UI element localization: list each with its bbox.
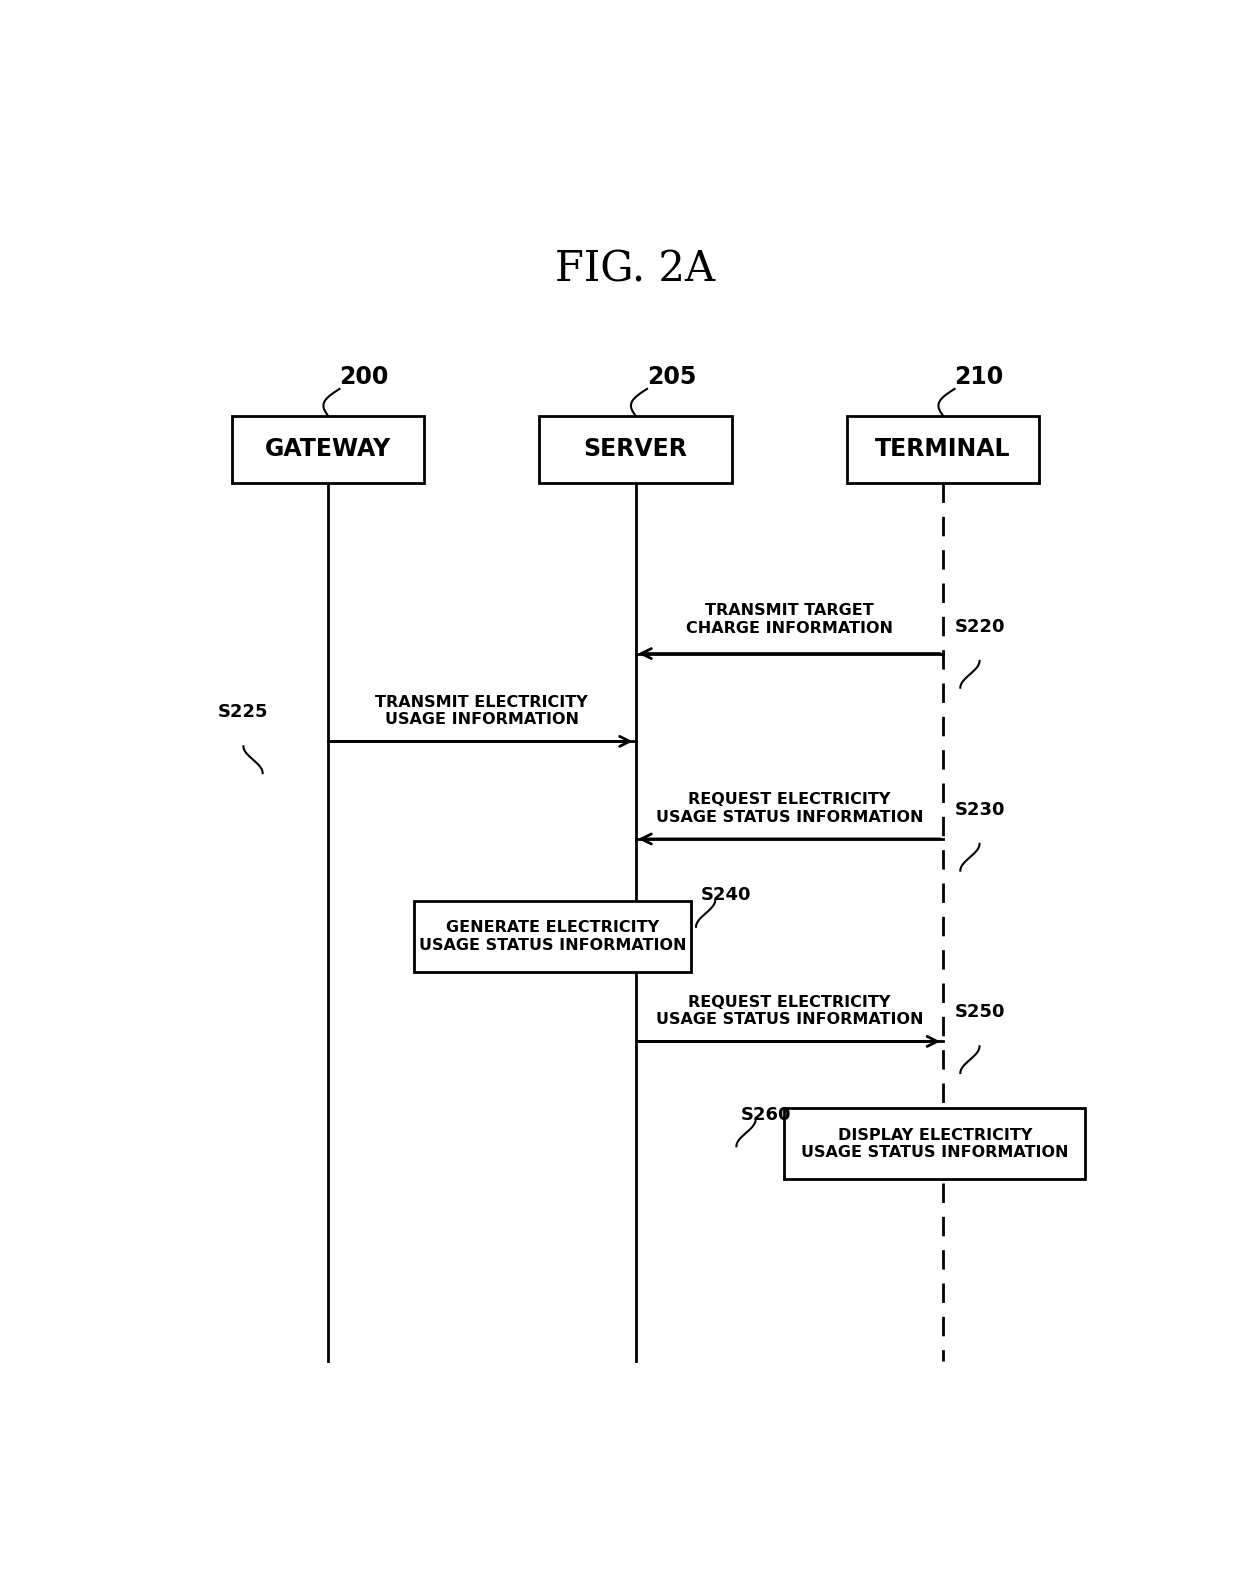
Text: FIG. 2A: FIG. 2A <box>556 249 715 290</box>
Bar <box>414 901 691 973</box>
Text: 200: 200 <box>340 364 389 390</box>
Text: REQUEST ELECTRICITY
USAGE STATUS INFORMATION: REQUEST ELECTRICITY USAGE STATUS INFORMA… <box>656 995 923 1026</box>
Text: S240: S240 <box>701 885 751 904</box>
Text: GATEWAY: GATEWAY <box>265 437 391 461</box>
Bar <box>847 415 1039 483</box>
Text: TRANSMIT TARGET
CHARGE INFORMATION: TRANSMIT TARGET CHARGE INFORMATION <box>686 604 893 635</box>
Text: GENERATE ELECTRICITY
USAGE STATUS INFORMATION: GENERATE ELECTRICITY USAGE STATUS INFORM… <box>419 920 687 952</box>
Text: S250: S250 <box>955 1003 1004 1022</box>
Bar <box>232 415 424 483</box>
Text: S225: S225 <box>218 703 269 721</box>
Text: S230: S230 <box>955 800 1004 819</box>
Text: SERVER: SERVER <box>584 437 687 461</box>
Text: 210: 210 <box>955 364 1004 390</box>
Text: TERMINAL: TERMINAL <box>875 437 1011 461</box>
Text: TRANSMIT ELECTRICITY
USAGE INFORMATION: TRANSMIT ELECTRICITY USAGE INFORMATION <box>376 695 588 727</box>
Text: 205: 205 <box>647 364 697 390</box>
Text: DISPLAY ELECTRICITY
USAGE STATUS INFORMATION: DISPLAY ELECTRICITY USAGE STATUS INFORMA… <box>801 1128 1069 1159</box>
Bar <box>539 415 732 483</box>
Bar <box>785 1109 1085 1178</box>
Text: S260: S260 <box>742 1106 791 1123</box>
Text: REQUEST ELECTRICITY
USAGE STATUS INFORMATION: REQUEST ELECTRICITY USAGE STATUS INFORMA… <box>656 792 923 825</box>
Text: S220: S220 <box>955 618 1004 635</box>
